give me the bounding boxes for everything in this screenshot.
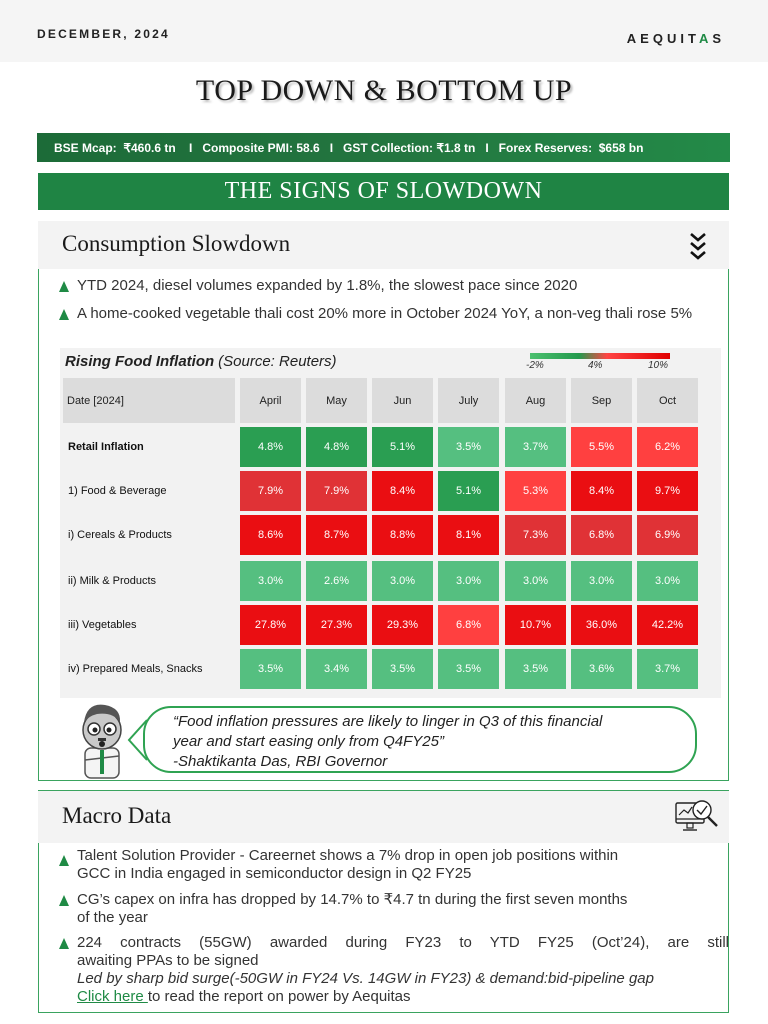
- heatmap-cell: 3.0%: [571, 561, 632, 601]
- heatmap-cell: 8.6%: [240, 515, 301, 555]
- heatmap-cell: 3.5%: [240, 649, 301, 689]
- row-label: Retail Inflation: [63, 427, 235, 467]
- monitor-analytics-icon: [675, 800, 718, 831]
- heatmap-cell: 8.4%: [372, 471, 433, 511]
- heatmap-cell: 7.3%: [505, 515, 566, 555]
- heatmap-cell: 10.7%: [505, 605, 566, 645]
- heatmap-cell: 6.2%: [637, 427, 698, 467]
- heatmap-cell: 8.8%: [372, 515, 433, 555]
- heatmap-cell: 6.8%: [438, 605, 499, 645]
- heatmap-cell: 8.4%: [571, 471, 632, 511]
- heatmap-cell: 27.3%: [306, 605, 367, 645]
- heatmap-cell: 3.5%: [505, 649, 566, 689]
- heatmap-cell: 6.8%: [571, 515, 632, 555]
- row-label: iv) Prepared Meals, Snacks: [63, 649, 235, 689]
- heatmap-cell: 3.4%: [306, 649, 367, 689]
- green-triangle-icon: [59, 309, 69, 320]
- column-header-april: April: [240, 378, 301, 423]
- bullet-item: 224 contracts (55GW) awarded during FY23…: [59, 934, 729, 1006]
- heatmap-cell: 3.5%: [438, 649, 499, 689]
- heatmap-cell: 3.7%: [637, 649, 698, 689]
- bullet-item: Talent Solution Provider - Careernet sho…: [59, 847, 729, 883]
- heatmap-cell: 29.3%: [372, 605, 433, 645]
- quote-attribution: -Shaktikanta Das, RBI Governor: [173, 753, 388, 770]
- heatmap-cell: 4.8%: [306, 427, 367, 467]
- heatmap-cell: 6.9%: [637, 515, 698, 555]
- macro-panel-body: Talent Solution Provider - Careernet sho…: [38, 843, 729, 1013]
- heatmap-title: Rising Food Inflation (Source: Reuters): [65, 353, 337, 370]
- heatmap-cell: 7.9%: [240, 471, 301, 511]
- column-header-aug: Aug: [505, 378, 566, 423]
- color-scale-legend: [530, 353, 670, 359]
- brand-logo: AEQUITAS: [627, 31, 725, 46]
- row-label: iii) Vegetables: [63, 605, 235, 645]
- consumption-title: Consumption Slowdown: [62, 231, 291, 256]
- bullet-note: Led by sharp bid surge(-50GW in FY24 Vs.…: [77, 970, 654, 987]
- brand-prefix: AEQUIT: [626, 31, 699, 46]
- legend-label-mid: 4%: [588, 360, 603, 371]
- consumption-panel-header: Consumption Slowdown: [38, 221, 729, 269]
- speech-bubble-tail: [127, 719, 148, 761]
- column-header-july: July: [438, 378, 499, 423]
- row-label: ii) Milk & Products: [63, 561, 235, 601]
- triple-chevron-down-icon: [690, 233, 706, 260]
- row-label: 1) Food & Beverage: [63, 471, 235, 511]
- green-triangle-icon: [59, 855, 69, 866]
- divider: [38, 790, 729, 792]
- column-header-may: May: [306, 378, 367, 423]
- heatmap-cell: 2.6%: [306, 561, 367, 601]
- heatmap-cell: 5.1%: [438, 471, 499, 511]
- issue-date: DECEMBER, 2024: [37, 27, 170, 41]
- row-header-label: Date [2024]: [63, 378, 235, 423]
- green-triangle-icon: [59, 938, 69, 949]
- heatmap-cell: 3.0%: [240, 561, 301, 601]
- heatmap-cell: 4.8%: [240, 427, 301, 467]
- heatmap-cell: 9.7%: [637, 471, 698, 511]
- legend-label-min: -2%: [526, 360, 544, 371]
- bullet-item: YTD 2024, diesel volumes expanded by 1.8…: [59, 277, 577, 295]
- row-label: i) Cereals & Products: [63, 515, 235, 555]
- market-ticker: BSE Mcap: ₹460.6 tn I Composite PMI: 58.…: [37, 133, 730, 162]
- green-triangle-icon: [59, 895, 69, 906]
- heatmap-cell: 8.7%: [306, 515, 367, 555]
- heatmap-cell: 3.0%: [438, 561, 499, 601]
- cartoon-character-icon: [82, 704, 122, 779]
- report-link[interactable]: Click here: [77, 988, 148, 1005]
- heatmap-cell: 3.0%: [637, 561, 698, 601]
- heatmap-cell: 36.0%: [571, 605, 632, 645]
- heatmap-cell: 27.8%: [240, 605, 301, 645]
- quote-text: “Food inflation pressures are likely to …: [173, 713, 603, 770]
- heatmap-cell: 42.2%: [637, 605, 698, 645]
- quote-bubble: “Food inflation pressures are likely to …: [143, 706, 697, 773]
- column-header-oct: Oct: [637, 378, 698, 423]
- heatmap-cell: 3.6%: [571, 649, 632, 689]
- heatmap-cell: 3.5%: [372, 649, 433, 689]
- top-bar: DECEMBER, 2024 AEQUITAS: [0, 0, 768, 62]
- bullet-item: A home-cooked vegetable thali cost 20% m…: [59, 305, 719, 323]
- legend-label-max: 10%: [648, 360, 669, 371]
- brand-accent-letter: A: [698, 31, 713, 46]
- section-banner: THE SIGNS OF SLOWDOWN: [38, 173, 729, 210]
- heatmap-cell: 7.9%: [306, 471, 367, 511]
- macro-title: Macro Data: [62, 803, 172, 828]
- heatmap-cell: 5.3%: [505, 471, 566, 511]
- brand-suffix: S: [712, 31, 725, 46]
- column-header-jun: Jun: [372, 378, 433, 423]
- heatmap-cell: 3.0%: [372, 561, 433, 601]
- heatmap-cell: 3.5%: [438, 427, 499, 467]
- heatmap-cell: 5.1%: [372, 427, 433, 467]
- heatmap-cell: 5.5%: [571, 427, 632, 467]
- heatmap-cell: 3.0%: [505, 561, 566, 601]
- column-header-sep: Sep: [571, 378, 632, 423]
- macro-panel-header: Macro Data: [38, 791, 729, 843]
- bullet-item: CG’s capex on infra has dropped by 14.7%…: [59, 891, 729, 927]
- green-triangle-icon: [59, 281, 69, 292]
- heatmap-cell: 3.7%: [505, 427, 566, 467]
- page-title: TOP DOWN & BOTTOM UP: [195, 74, 573, 107]
- heatmap-cell: 8.1%: [438, 515, 499, 555]
